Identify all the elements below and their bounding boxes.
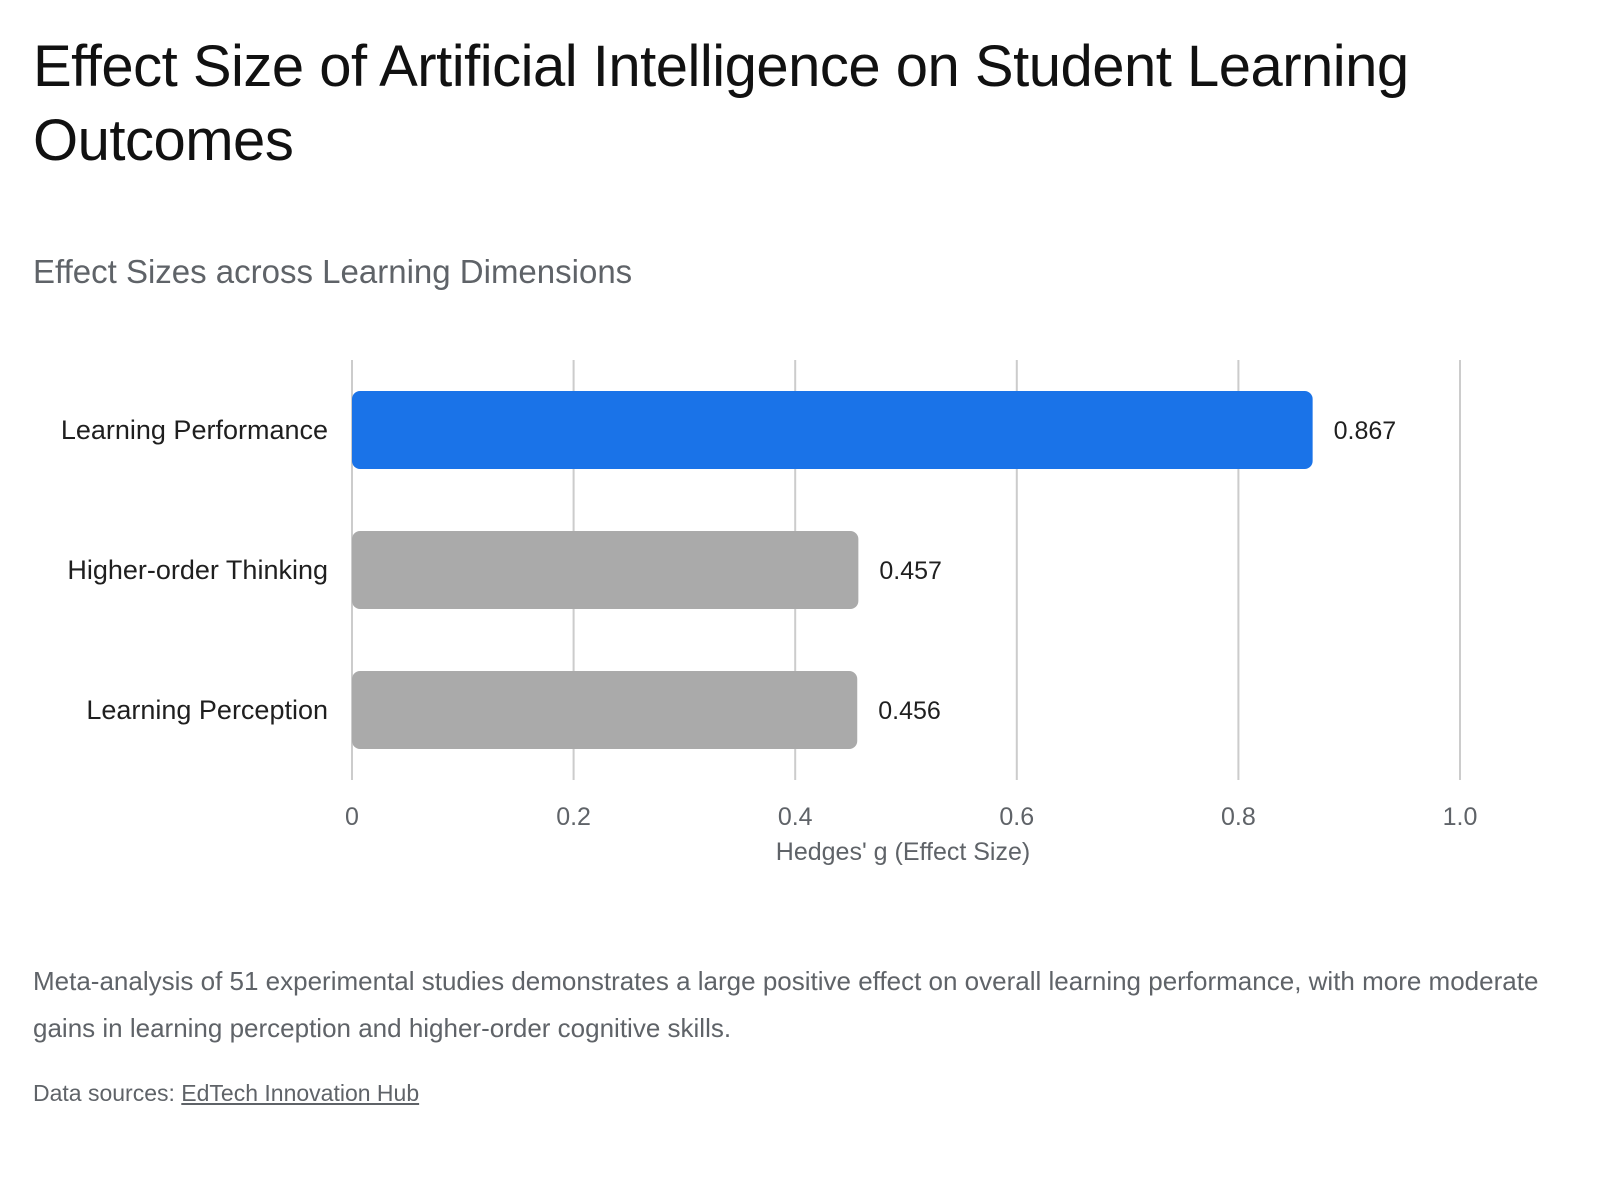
bar: [352, 391, 1313, 469]
bar: [352, 671, 858, 749]
bars: [352, 391, 1313, 749]
x-tick-label: 0.6: [999, 803, 1034, 831]
category-label: Learning Perception: [86, 695, 328, 725]
data-label: 0.867: [1334, 417, 1397, 445]
x-tick-label: 0.8: [1221, 803, 1256, 831]
category-label: Learning Performance: [61, 415, 328, 445]
x-tick-label: 0: [345, 803, 359, 831]
data-sources-prefix: Data sources:: [33, 1080, 182, 1106]
category-labels: Learning Performance Higher-order Thinkin…: [61, 415, 328, 725]
data-sources: Data sources: EdTech Innovation Hub: [33, 1078, 419, 1108]
data-label: 0.457: [879, 557, 942, 585]
data-source-link[interactable]: EdTech Innovation Hub: [181, 1080, 420, 1106]
category-label: Higher-order Thinking: [67, 555, 328, 585]
x-axis-label: Hedges' g (Effect Size): [776, 838, 1030, 866]
tick-labels: 0 0.2 0.4 0.6 0.8 1.0: [345, 803, 1477, 831]
chart-description: Meta-analysis of 51 experimental studies…: [33, 966, 1539, 1043]
bar: [352, 531, 859, 609]
chart-subtitle: Effect Sizes across Learning Dimensions: [33, 253, 633, 290]
bar-chart: Learning Performance Higher-order Thinkin…: [61, 360, 1477, 866]
chart-title: Effect Size of Artificial Intelligence o…: [33, 34, 1409, 173]
x-tick-label: 0.2: [556, 803, 591, 831]
x-tick-label: 0.4: [778, 803, 813, 831]
x-tick-label: 1.0: [1443, 803, 1478, 831]
value-labels: 0.867 0.457 0.456: [878, 417, 1396, 725]
data-label: 0.456: [878, 697, 941, 725]
